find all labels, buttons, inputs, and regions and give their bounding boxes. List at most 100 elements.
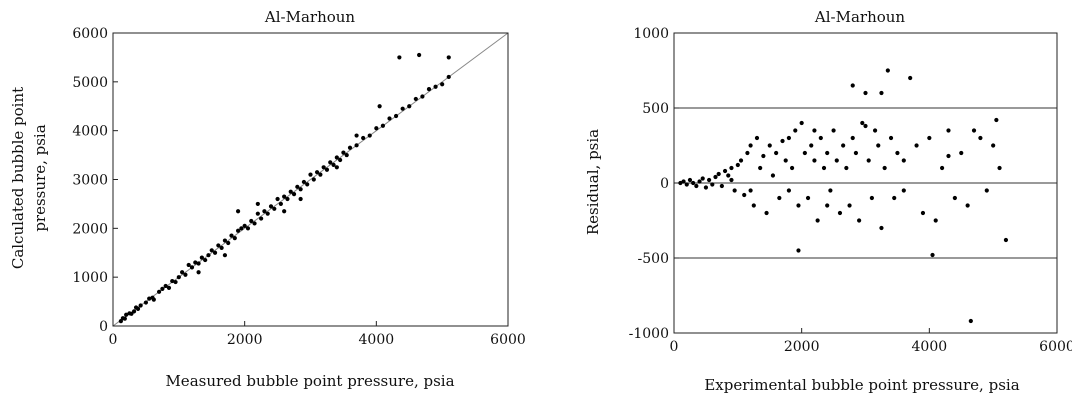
chart-left-point xyxy=(212,250,218,255)
chart-left-point xyxy=(166,285,172,291)
chart-right-point xyxy=(991,143,996,148)
chart-right-point xyxy=(847,203,852,208)
chart-left-point xyxy=(393,113,399,119)
chart-right-point xyxy=(946,153,951,159)
chart-right-point xyxy=(703,185,709,190)
chart-right-point xyxy=(882,165,887,171)
chart-right-point xyxy=(818,135,823,141)
chart-right-point xyxy=(687,177,693,183)
chart-right-point xyxy=(770,173,776,178)
chart-left-point xyxy=(334,165,339,170)
chart-right-ytick-label: 1000 xyxy=(633,26,669,42)
chart-left-point xyxy=(235,228,241,233)
chart-right-point xyxy=(895,150,900,156)
chart-right-point xyxy=(719,183,724,189)
chart-left-point xyxy=(189,265,195,270)
chart-left-point xyxy=(420,94,425,99)
chart-left-point xyxy=(291,192,297,197)
chart-left-point xyxy=(196,270,201,275)
chart-left-point xyxy=(196,261,201,266)
chart-right-point xyxy=(796,248,801,253)
chart-right-point xyxy=(892,195,897,201)
chart-left-point xyxy=(397,55,402,60)
chart-right-point xyxy=(710,182,715,187)
chart-right-point xyxy=(742,192,747,198)
chart-right-point xyxy=(978,135,983,141)
chart-right-point xyxy=(691,180,696,186)
chart-right-point xyxy=(684,182,689,187)
chart-right-point xyxy=(700,176,705,181)
chart-left-point xyxy=(282,194,287,199)
chart-left-point xyxy=(219,245,224,250)
chart-left-point xyxy=(255,201,260,207)
chart-left-point xyxy=(193,260,198,265)
chart-left-ylabel-line1: Calculated bubble point xyxy=(9,87,27,269)
chart-left-point xyxy=(203,257,208,263)
chart-left-point xyxy=(314,170,320,175)
chart-left-point xyxy=(374,126,379,131)
chart-left-point xyxy=(138,303,143,308)
chart-left-point xyxy=(446,55,451,60)
chart-right-point xyxy=(809,143,814,148)
chart-right-point xyxy=(786,135,792,141)
chart-left-point xyxy=(249,218,254,224)
chart-right-point xyxy=(927,135,932,141)
chart-left-title: Al-Marhoun xyxy=(264,8,356,26)
chart-right-point xyxy=(697,179,702,184)
chart-left-point xyxy=(186,262,191,268)
chart-right-point xyxy=(863,90,868,96)
chart-left-point xyxy=(311,177,316,182)
chart-left-point xyxy=(367,133,372,138)
chart-right-point xyxy=(812,158,817,163)
chart-left-point xyxy=(163,283,168,289)
chart-right-point xyxy=(777,195,782,201)
chart-right-point xyxy=(860,120,865,126)
chart-right-point xyxy=(748,188,753,193)
chart-right-point xyxy=(761,153,766,159)
chart-right-point xyxy=(799,120,804,126)
chart-left-point xyxy=(288,189,293,194)
chart-left-point xyxy=(216,243,221,248)
chart-right-point xyxy=(853,150,859,156)
chart-left-point xyxy=(222,238,228,243)
chart-right-point xyxy=(933,218,938,223)
chart-right-point xyxy=(738,158,744,163)
chart-right-point xyxy=(971,128,977,133)
chart-left-xtick-label: 2000 xyxy=(227,332,263,348)
chart-right-point xyxy=(901,158,906,163)
chart-right-point xyxy=(767,143,772,148)
chart-left-point xyxy=(338,157,343,163)
chart-left-ylabel-line2: pressure, psia xyxy=(31,124,49,231)
chart-left-point xyxy=(235,209,241,214)
chart-left-point xyxy=(252,221,257,226)
chart-left-point xyxy=(361,135,366,141)
chart-left-point xyxy=(413,96,418,102)
chart-right-ytick-label: 500 xyxy=(642,101,669,117)
chart-right-point xyxy=(930,252,935,258)
chart-right-point xyxy=(726,173,731,178)
chart-left-point xyxy=(433,84,438,89)
chart-right: Al-Marhoun Experimental bubble point pre… xyxy=(584,8,1072,394)
chart-left-point xyxy=(305,182,310,187)
chart-right-point xyxy=(789,165,795,171)
chart-left-point xyxy=(354,133,359,138)
chart-left-point xyxy=(176,275,181,280)
chart-left-point xyxy=(446,74,451,80)
chart-left-ytick-label: 3000 xyxy=(72,173,108,189)
chart-left-point xyxy=(226,240,231,246)
chart-right-point xyxy=(805,195,811,201)
chart-left-point xyxy=(295,184,300,189)
chart-left-point xyxy=(232,236,237,241)
chart-right-title: Al-Marhoun xyxy=(814,8,906,26)
chart-right-point xyxy=(754,135,760,141)
chart-right-point xyxy=(815,218,820,223)
chart-left-point xyxy=(180,270,185,275)
chart-right-xtick-label: 6000 xyxy=(1039,339,1072,355)
chart-left-point xyxy=(156,289,162,294)
chart-right-point xyxy=(914,143,919,148)
chart-right-point xyxy=(997,165,1002,171)
chart-right-point xyxy=(946,128,951,133)
chart-left-point xyxy=(278,201,283,207)
chart-right-point xyxy=(722,168,728,174)
